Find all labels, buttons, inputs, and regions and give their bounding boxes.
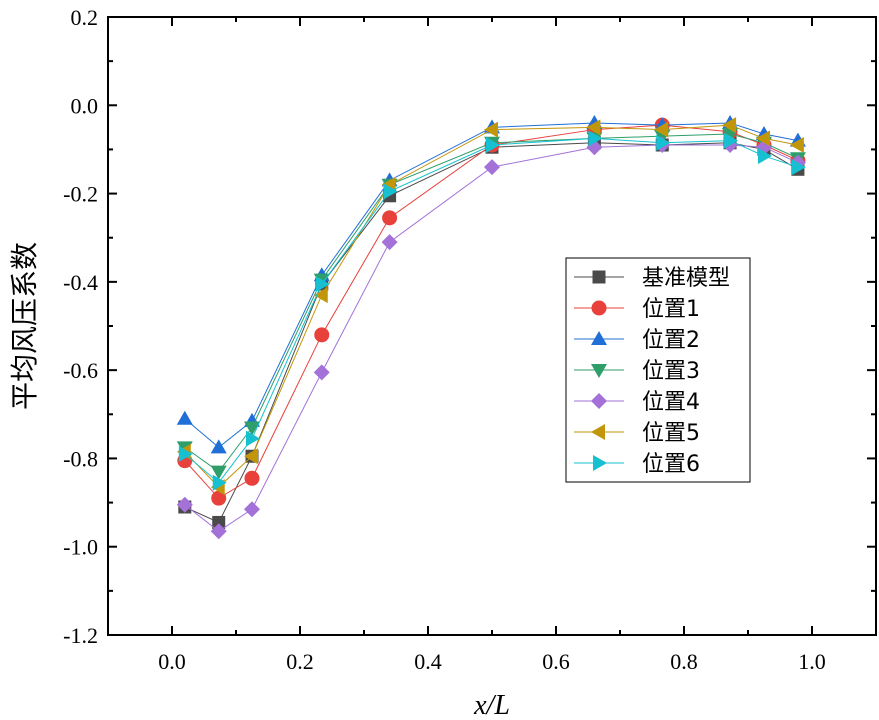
data-point <box>313 287 328 304</box>
legend-label: 位置1 <box>642 297 700 322</box>
legend-label: 位置4 <box>642 390 700 415</box>
data-point <box>314 327 330 343</box>
plot-frame <box>107 16 877 636</box>
data-point <box>484 159 500 176</box>
data-point <box>212 474 227 491</box>
legend-item: 位置4 <box>574 390 700 415</box>
legend-marker <box>591 364 607 378</box>
data-point <box>176 496 193 513</box>
legend-item: 位置5 <box>574 421 700 446</box>
legend-marker <box>591 300 607 316</box>
y-tick-label: 0.0 <box>71 93 99 118</box>
data-point <box>383 183 398 200</box>
x-tick-label: 1.0 <box>798 649 826 674</box>
x-tick-label: 0.4 <box>414 649 442 674</box>
legend-marker <box>592 270 606 284</box>
data-point <box>484 121 498 138</box>
legend-item: 基准模型 <box>574 266 730 291</box>
data-point <box>724 132 739 149</box>
data-point <box>244 448 258 465</box>
data-point <box>178 446 193 463</box>
x-tick-label: 0.0 <box>158 649 186 674</box>
data-point <box>382 210 398 226</box>
legend-label: 位置6 <box>642 452 700 477</box>
legend-item: 位置2 <box>574 328 700 353</box>
data-point <box>246 430 260 447</box>
data-point <box>756 130 770 147</box>
data-point <box>758 148 772 165</box>
x-axis-title: x/L <box>473 690 510 720</box>
data-point <box>315 276 330 293</box>
legend-label: 位置5 <box>642 421 700 446</box>
series-layer <box>176 114 806 540</box>
legend-label: 基准模型 <box>642 266 730 291</box>
data-point <box>313 364 330 381</box>
y-tick-label: -1.0 <box>63 535 98 560</box>
data-point <box>210 439 227 454</box>
data-point <box>791 159 806 176</box>
x-tick-label: 0.6 <box>542 649 570 674</box>
data-point <box>244 421 260 436</box>
series-7 <box>178 130 806 491</box>
legend-marker <box>591 424 605 440</box>
y-tick-label: -0.2 <box>63 182 98 207</box>
major-ticks <box>108 16 876 636</box>
legend-item: 位置6 <box>574 452 700 477</box>
data-point <box>211 490 227 506</box>
data-point <box>210 465 227 480</box>
data-point <box>586 119 601 136</box>
y-tick-label: -0.8 <box>63 446 98 471</box>
legend-marker <box>591 393 607 409</box>
legend-item: 位置3 <box>574 359 700 384</box>
legend-label: 位置2 <box>642 328 700 353</box>
y-tick-label: 0.2 <box>71 5 99 30</box>
data-point <box>244 470 260 486</box>
x-tick-label: 0.8 <box>670 649 698 674</box>
data-point <box>789 137 804 154</box>
data-point <box>654 121 669 138</box>
y-tick-label: -1.2 <box>63 623 98 648</box>
y-tick-label: -0.6 <box>63 358 98 383</box>
x-tick-label: 0.2 <box>286 649 314 674</box>
tick-labels: 0.0 0.2 0.4 0.6 0.8 1.0 0.2 0.0 -0.2 -0.4 -0.6 -0.8… <box>63 5 826 674</box>
data-point <box>176 410 193 425</box>
data-point <box>588 130 603 147</box>
data-point <box>212 515 226 529</box>
legend-item: 位置1 <box>574 297 700 322</box>
y-tick-label: -0.4 <box>63 270 98 295</box>
data-point <box>486 137 500 154</box>
legend-marker <box>591 331 607 345</box>
data-point <box>722 117 737 134</box>
y-axis-title: 平均风压系数 <box>9 242 41 410</box>
data-point <box>210 523 227 540</box>
legend-marker <box>593 455 607 471</box>
data-point <box>381 234 398 251</box>
minor-ticks <box>107 17 877 635</box>
legend-label: 位置3 <box>642 359 700 384</box>
data-point <box>656 134 671 151</box>
data-point <box>244 501 260 518</box>
